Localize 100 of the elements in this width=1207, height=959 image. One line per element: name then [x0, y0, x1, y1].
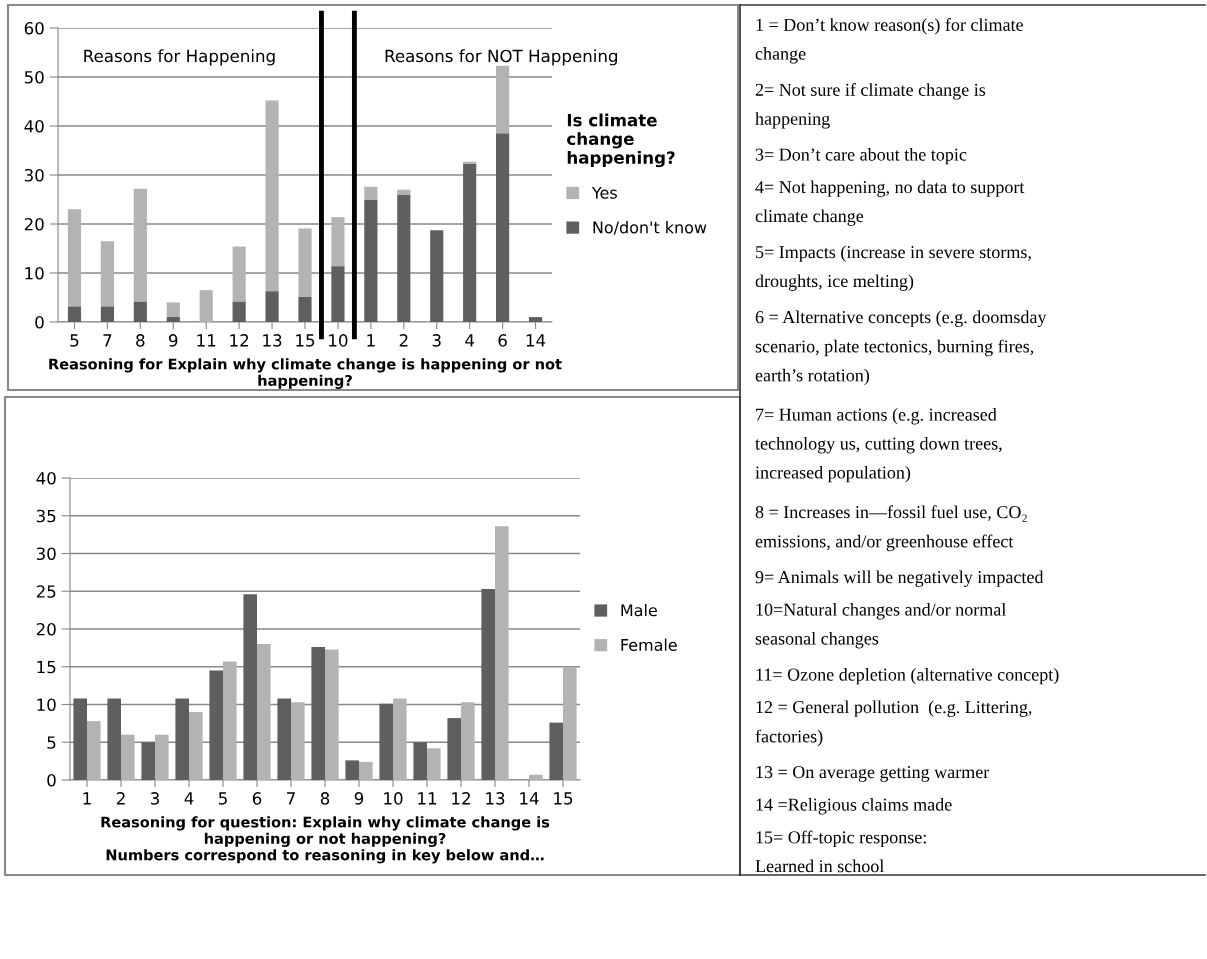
x-tick-label: 4	[184, 792, 194, 805]
bar	[189, 712, 203, 780]
bar	[265, 291, 279, 322]
bar	[73, 698, 87, 780]
x-tick-label: 15	[296, 334, 315, 347]
x-tick-label: 3	[432, 334, 441, 347]
legend-label: No/don't know	[593, 221, 707, 235]
text: 10=Natural changes and/or normal seasonal changes	[755, 603, 1006, 649]
y-tick-label: 30	[24, 168, 44, 182]
bar	[345, 760, 359, 780]
bar	[277, 698, 291, 780]
bar	[232, 246, 246, 302]
y-tick-label: 50	[24, 70, 44, 84]
bar	[199, 290, 213, 322]
bar	[496, 133, 510, 322]
x-tick-label: 2	[399, 334, 408, 347]
y-tick-label: 10	[25, 266, 44, 280]
bar	[223, 661, 237, 780]
x-tick-label: 12	[452, 792, 470, 805]
bar	[265, 100, 279, 292]
bar	[413, 742, 427, 780]
bar	[141, 742, 155, 780]
bar	[463, 163, 477, 322]
y-tick-label: 10	[37, 698, 56, 712]
bar	[67, 209, 82, 307]
bar	[529, 774, 543, 780]
bar	[331, 266, 345, 322]
bar	[430, 230, 444, 322]
x-tick-label: 8	[136, 334, 145, 347]
bar	[495, 526, 509, 780]
legend-title: Is climate change happening?	[567, 113, 675, 168]
bar	[100, 306, 114, 322]
bar	[298, 228, 312, 297]
text: 6 = Alternative concepts (e.g. doomsday scenario, plate tectonics, burning fires, earth’s rotation)	[755, 310, 1047, 386]
x-tick-label: 9	[354, 792, 364, 805]
bar	[397, 194, 411, 322]
bar	[133, 301, 147, 322]
text: 14 =Religious claims made	[756, 798, 952, 815]
x-tick-label: 13	[486, 792, 505, 805]
x-tick-label: 11	[418, 792, 437, 805]
x-tick-label: 4	[465, 334, 475, 347]
x-tick-label: 5	[218, 792, 227, 805]
bar	[257, 644, 271, 780]
bar	[243, 594, 257, 780]
bar	[563, 666, 577, 780]
bar	[311, 647, 325, 780]
text: 3= Don’t care about the topic	[755, 148, 967, 165]
text: 5= Impacts (increase in severe storms, droughts, ice melting)	[755, 245, 1031, 291]
bar	[397, 189, 411, 195]
legend-label: Female	[621, 638, 677, 651]
bar	[379, 703, 393, 780]
bar	[107, 698, 121, 780]
x-tick-label: 7	[287, 792, 295, 805]
bar	[166, 302, 180, 317]
annotation: Reasons for Happening	[84, 49, 275, 66]
bar	[67, 306, 82, 322]
bar	[298, 296, 312, 322]
bar	[461, 702, 475, 780]
legend-label: Male	[621, 603, 657, 617]
bar	[359, 761, 373, 780]
x-tick-label: 1	[83, 792, 91, 805]
bar	[209, 670, 223, 780]
bar	[100, 241, 114, 307]
x-tick-label: 12	[230, 334, 249, 347]
y-tick-label: 0	[35, 315, 44, 329]
annotation: Reasons for NOT Happening	[385, 49, 618, 66]
y-tick-label: 20	[36, 622, 56, 636]
text: 1 = Don’t know reason(s) for climate change	[755, 18, 1023, 64]
bar	[447, 718, 461, 780]
x-tick-label: 5	[70, 334, 79, 347]
text: 13 = On average getting warmer	[756, 766, 990, 782]
x-axis-title: Reasoning for Explain why climate change is happening or not happening?	[49, 358, 562, 389]
text: 8 = Increases in—fossil fuel use, CO₂ emissions, and/or greenhouse effect	[755, 505, 1027, 552]
x-tick-label: 14	[526, 334, 546, 347]
y-tick-label: 20	[24, 217, 44, 231]
bar	[121, 734, 135, 780]
x-tick-label: 10	[384, 792, 403, 805]
text: 9= Animals will be negatively impacted	[755, 570, 1044, 587]
x-tick-label: 2	[116, 792, 125, 805]
y-tick-label: 40	[36, 471, 56, 485]
x-tick-label: 14	[520, 792, 539, 805]
y-tick-label: 25	[36, 585, 56, 598]
x-tick-label: 10	[329, 334, 348, 347]
text: 12 = General pollution (e.g. Littering, factories)	[755, 700, 1032, 747]
bar	[427, 748, 441, 780]
bar	[291, 702, 305, 780]
y-tick-label: 0	[47, 773, 56, 787]
bar	[528, 317, 543, 322]
x-tick-label: 7	[103, 334, 112, 347]
bar	[393, 698, 407, 780]
x-tick-label: 6	[498, 334, 507, 347]
y-tick-label: 5	[47, 736, 56, 749]
x-tick-label: 6	[252, 792, 262, 805]
text: 4= Not happening, no data to support climate change	[755, 180, 1025, 226]
x-axis-title: Reasoning for question: Explain why climate change is happening or not happening? Numbers correspond to reasoning in key below and…	[101, 816, 550, 864]
text: 15= Off-topic response: Learned in school	[755, 830, 926, 873]
bar	[481, 588, 495, 780]
bar	[364, 186, 378, 200]
bar	[549, 722, 563, 780]
bar	[133, 188, 147, 302]
